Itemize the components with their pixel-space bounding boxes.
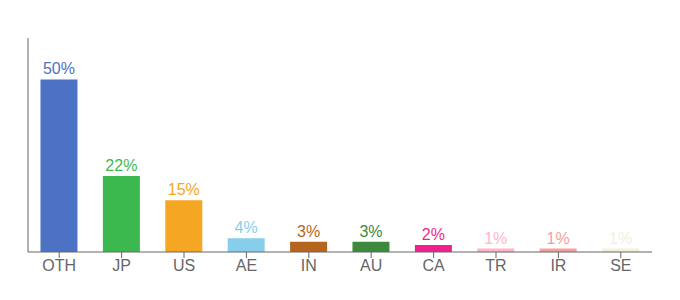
svg-text:SE: SE — [610, 257, 631, 274]
svg-text:TR: TR — [485, 257, 506, 274]
svg-text:CA: CA — [422, 257, 445, 274]
svg-text:US: US — [173, 257, 195, 274]
svg-text:3%: 3% — [297, 223, 320, 240]
svg-text:15%: 15% — [168, 181, 200, 198]
svg-text:AE: AE — [236, 257, 257, 274]
svg-text:1%: 1% — [609, 230, 632, 247]
svg-text:IR: IR — [550, 257, 566, 274]
svg-text:1%: 1% — [547, 230, 570, 247]
svg-text:4%: 4% — [235, 219, 258, 236]
svg-text:OTH: OTH — [42, 257, 76, 274]
svg-text:JP: JP — [112, 257, 131, 274]
svg-text:3%: 3% — [359, 223, 382, 240]
svg-text:2%: 2% — [422, 226, 445, 243]
svg-text:50%: 50% — [43, 60, 75, 77]
svg-text:1%: 1% — [484, 230, 507, 247]
svg-text:22%: 22% — [105, 157, 137, 174]
svg-text:AU: AU — [360, 257, 382, 274]
svg-text:IN: IN — [301, 257, 317, 274]
